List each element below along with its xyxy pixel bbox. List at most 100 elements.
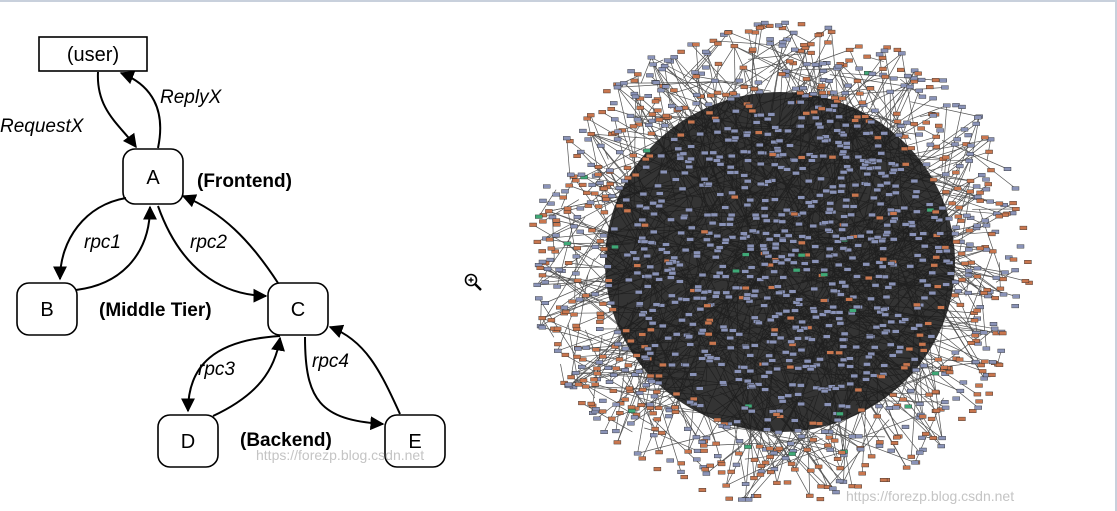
graph-node [836,466,844,471]
graph-node [792,325,800,330]
graph-node [792,171,800,176]
graph-node [577,149,585,154]
graph-node [717,462,726,467]
graph-node [685,334,693,339]
graph-node [788,451,796,456]
graph-node [865,276,873,281]
graph-node [609,388,618,393]
graph-node [721,274,730,279]
graph-node [820,298,828,303]
graph-node [787,339,795,344]
graph-node [969,409,977,414]
graph-node [798,240,806,245]
graph-node [638,312,646,317]
graph-node [976,190,984,195]
graph-node [992,275,1001,280]
graph-node [777,395,785,400]
graph-node [720,328,729,333]
graph-node [797,253,806,258]
graph-node [759,243,767,248]
graph-node [594,204,603,209]
graph-node [841,284,849,289]
graph-node [713,417,722,422]
graph-node [825,78,833,83]
graph-node [545,209,553,214]
graph-node [616,411,624,416]
graph-node [955,205,963,210]
graph-node [877,151,885,156]
graph-node [840,222,849,227]
graph-node [757,150,765,155]
graph-node [878,55,887,60]
graph-node [779,40,787,45]
graph-node [857,408,866,413]
graph-node [636,105,644,110]
graph-node [543,266,552,271]
graph-node [625,386,634,391]
graph-node [931,78,940,83]
graph-node [796,90,804,95]
graph-node [757,464,765,469]
graph-node [943,103,951,108]
graph-node [926,142,935,147]
graph-node [894,313,902,318]
graph-node [920,363,928,368]
graph-node [645,316,653,321]
graph-node [982,247,991,252]
graph-node [881,74,889,79]
graph-node [757,161,765,166]
graph-node [796,328,804,333]
graph-node [729,91,737,96]
graph-node [989,360,997,365]
graph-node [836,411,844,416]
graph-node [686,342,694,347]
graph-node [744,444,752,449]
graph-node [766,37,774,42]
graph-node [954,214,963,219]
graph-node [958,104,966,109]
graph-node [809,437,817,442]
graph-node [663,250,671,255]
graph-node [798,166,807,171]
graph-node [952,396,960,401]
graph-node [641,223,649,228]
graph-node [748,108,757,113]
graph-node [676,156,685,161]
graph-node [984,294,992,299]
graph-node [928,291,937,296]
graph-node [910,357,919,362]
graph-node [841,91,849,96]
node-user: (user) [38,36,148,72]
graph-node [978,369,987,374]
graph-node [746,274,754,279]
graph-node [886,89,894,94]
graph-node [681,170,689,175]
graph-node [838,227,846,232]
graph-node [702,49,710,54]
graph-node [704,102,713,107]
graph-node [883,223,891,228]
graph-node [961,261,969,266]
graph-node [1021,279,1030,284]
graph-node [602,197,610,202]
graph-node [967,260,975,265]
graph-node [820,268,828,273]
graph-node [769,340,777,345]
graph-node [974,405,982,410]
graph-node [671,410,680,415]
graph-node [790,260,798,265]
graph-node [863,182,871,187]
graph-node [573,215,582,220]
graph-node [652,302,661,307]
graph-node [797,22,806,27]
graph-node [897,67,905,72]
graph-node [916,450,924,455]
graph-node [887,207,895,212]
graph-nodes [529,20,1033,502]
graph-node [932,134,940,139]
graph-node [584,137,592,142]
graph-node [988,372,996,377]
graph-node [552,233,560,238]
graph-node [981,135,989,140]
graph-node [547,246,556,251]
